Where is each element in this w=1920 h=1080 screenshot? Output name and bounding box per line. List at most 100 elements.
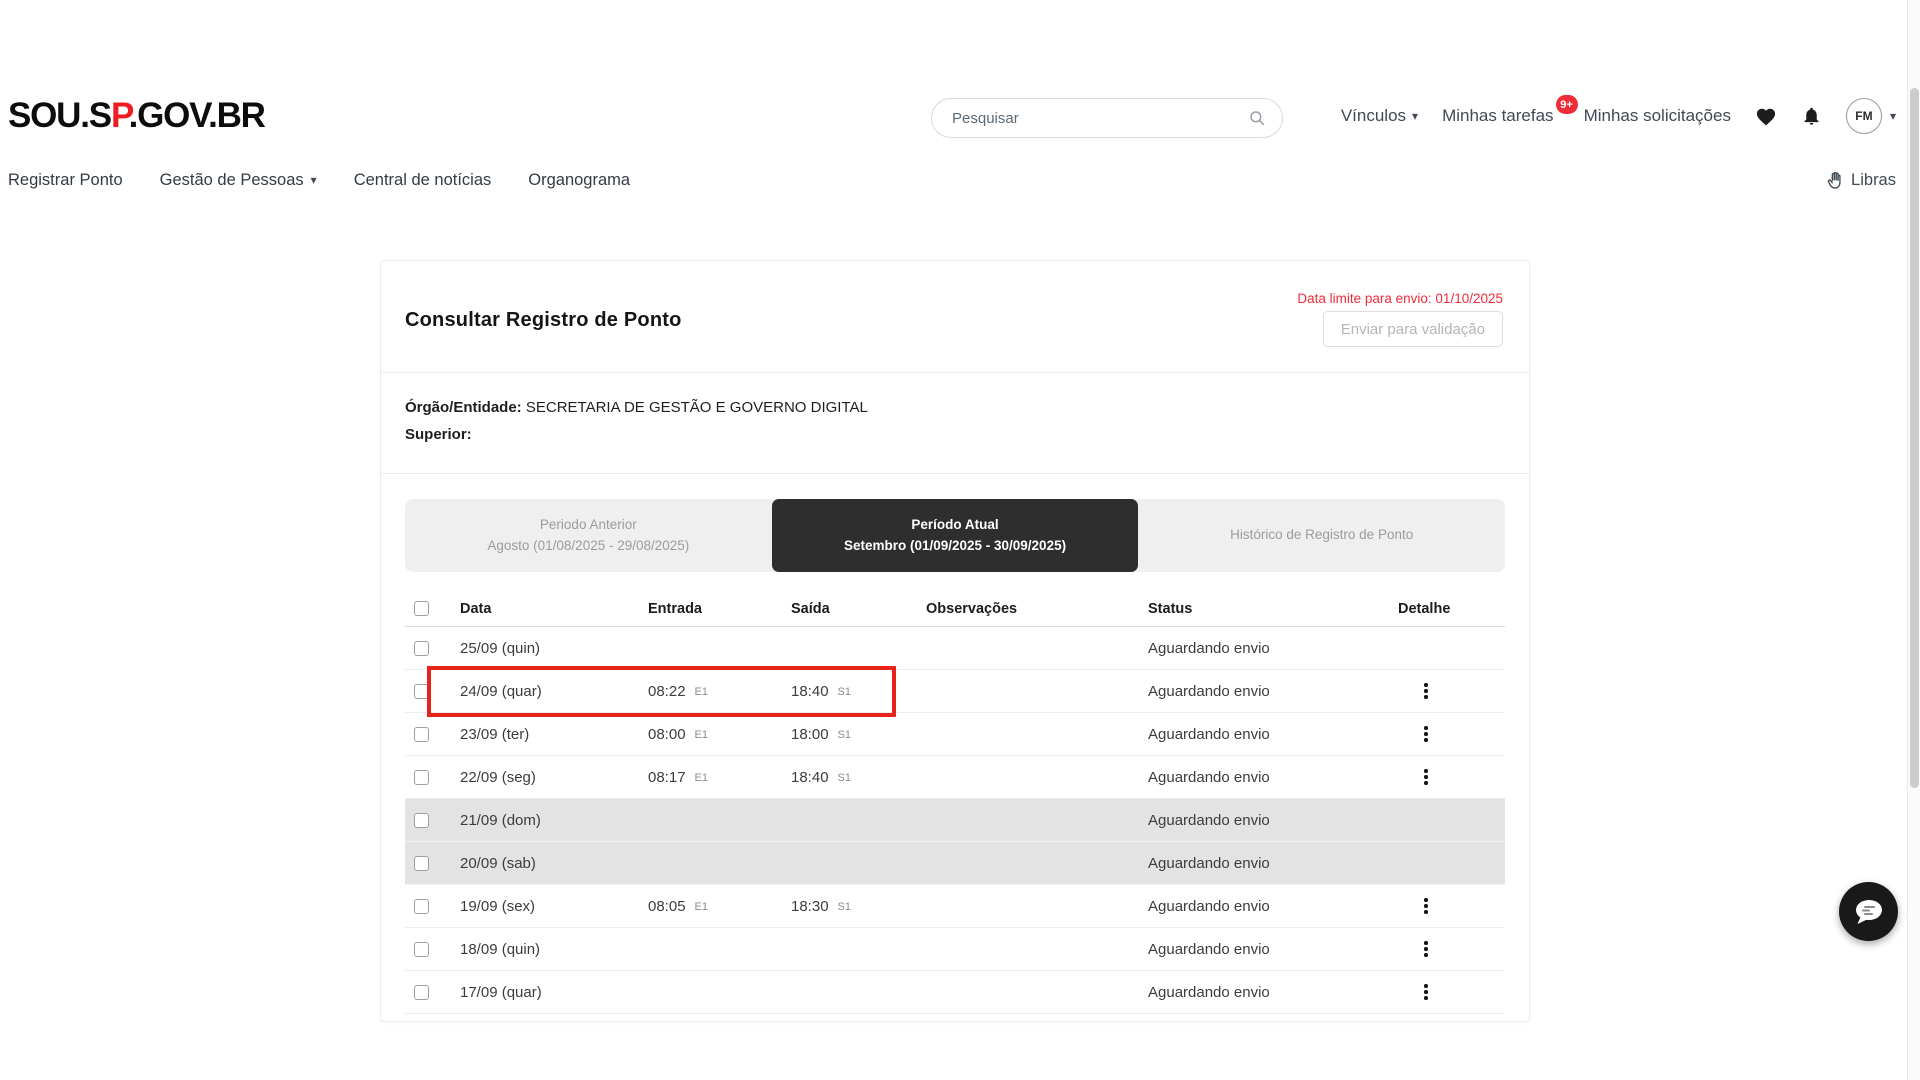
column-header-status: Status: [1148, 600, 1193, 617]
nav-minhas-solicitacoes[interactable]: Minhas solicitações: [1584, 106, 1731, 126]
avatar: FM: [1845, 98, 1882, 134]
nav-vinculos[interactable]: Vínculos ▾: [1341, 106, 1418, 126]
saida-tag: S1: [837, 772, 852, 784]
hand-icon: [1827, 171, 1841, 189]
brand-logo[interactable]: SOU.SP.GOV.BR: [8, 96, 266, 136]
nav-minhas-solicitacoes-label: Minhas solicitações: [1583, 106, 1731, 125]
table-row: 23/09 (ter) 08:00 E1 18:00 S1 Aguardando e…: [405, 713, 1505, 756]
observacoes-cell: [917, 971, 1139, 1013]
entrada-cell: [639, 799, 782, 841]
tab-periodo-atual[interactable]: Período Atual Setembro (01/09/2025 - 30/…: [771, 499, 1139, 572]
row-checkbox[interactable]: [414, 769, 429, 785]
row-checkbox[interactable]: [414, 726, 429, 742]
table-row: 21/09 (dom) Aguardando envio: [405, 799, 1505, 842]
status-cell: Aguardando envio: [1148, 639, 1270, 657]
chat-bubble-icon: [1855, 899, 1882, 924]
org-label: Órgão/Entidade:: [405, 399, 522, 416]
row-detail-menu[interactable]: [1420, 894, 1432, 918]
nav-minhas-tarefas[interactable]: Minhas tarefas 9+: [1442, 95, 1578, 126]
entrada-tag: E1: [694, 901, 709, 913]
chat-fab-button[interactable]: [1839, 882, 1898, 941]
date-cell: 20/09 (sab): [460, 854, 536, 872]
date-cell: 23/09 (ter): [460, 725, 530, 743]
chevron-down-icon: ▾: [1412, 109, 1419, 123]
date-cell: 22/09 (seg): [460, 768, 536, 786]
observacoes-cell: [917, 799, 1139, 841]
nav-minhas-tarefas-label: Minhas tarefas: [1442, 106, 1554, 125]
scrollbar-track: [1907, 0, 1920, 1080]
table-row: 18/09 (quin) Aguardando envio: [405, 928, 1505, 971]
entrada-cell: [639, 971, 782, 1013]
bell-icon: [1804, 107, 1819, 125]
saida-cell: [782, 627, 917, 669]
logo-text-sou: SOU.: [8, 96, 90, 135]
row-detail-menu[interactable]: [1420, 765, 1432, 789]
menu-item-organograma[interactable]: Organograma: [528, 170, 631, 189]
entrada-cell: 08:17 E1: [648, 768, 709, 786]
user-menu[interactable]: FM ▾: [1845, 98, 1896, 134]
table-row: 20/09 (sab) Aguardando envio: [405, 842, 1505, 885]
logo-text-govbr: .GOV.BR: [128, 96, 266, 135]
entrada-cell: [639, 928, 782, 970]
table-row: 22/09 (seg) 08:17 E1 18:40 S1 Aguardando e…: [405, 756, 1505, 799]
row-checkbox[interactable]: [414, 898, 429, 914]
tab-historico-registro-ponto[interactable]: Histórico de Registro de Ponto: [1230, 527, 1414, 543]
observacoes-cell: [917, 928, 1139, 970]
favorites-heart-button[interactable]: [1755, 106, 1777, 126]
notifications-bell-button[interactable]: [1801, 105, 1822, 127]
select-all-checkbox[interactable]: [414, 601, 429, 616]
row-detail-menu[interactable]: [1420, 722, 1432, 746]
observacoes-cell: [917, 885, 1139, 927]
deadline-text: Data limite para envio: 01/10/2025: [1297, 291, 1503, 306]
saida-cell: [782, 842, 917, 884]
nav-vinculos-label: Vínculos: [1340, 106, 1407, 125]
org-info-section: Órgão/Entidade: SECRETARIA DE GESTÃO E G…: [381, 373, 1529, 474]
scrollbar-thumb[interactable]: [1910, 88, 1919, 788]
menu-item-central-de-noticias[interactable]: Central de notícias: [353, 170, 492, 189]
search-icon[interactable]: [1248, 109, 1266, 127]
row-checkbox[interactable]: [414, 812, 429, 828]
libras-button[interactable]: Libras: [1826, 163, 1896, 197]
org-line: Órgão/Entidade: SECRETARIA DE GESTÃO E G…: [405, 394, 1505, 421]
observacoes-cell: [917, 627, 1139, 669]
date-cell: 25/09 (quin): [460, 639, 541, 657]
row-checkbox[interactable]: [414, 683, 429, 699]
entrada-tag: E1: [694, 686, 709, 698]
chevron-down-icon: ▾: [1889, 109, 1896, 123]
search-input[interactable]: [952, 109, 1248, 127]
observacoes-cell: [917, 713, 1139, 755]
superior-line: Superior:: [405, 421, 1505, 448]
menu-item-registrar-ponto[interactable]: Registrar Ponto: [8, 170, 123, 189]
date-cell: 21/09 (dom): [460, 811, 541, 829]
entrada-tag: E1: [694, 772, 709, 784]
enviar-validacao-button[interactable]: Enviar para validação: [1322, 311, 1503, 347]
saida-cell: [782, 928, 917, 970]
date-cell: 19/09 (sex): [460, 897, 536, 915]
menu-item-gestao-de-pessoas[interactable]: Gestão de Pessoas ▾: [159, 170, 317, 189]
row-detail-menu[interactable]: [1420, 937, 1432, 961]
saida-cell: [782, 971, 917, 1013]
entrada-tag: E1: [694, 729, 709, 741]
column-header-observacoes: Observações: [926, 600, 1018, 617]
status-cell: Aguardando envio: [1148, 811, 1270, 829]
main-menu: Registrar Ponto Gestão de Pessoas ▾ Cent…: [8, 163, 630, 197]
row-checkbox[interactable]: [414, 941, 429, 957]
logo-text-s: S: [88, 96, 112, 135]
status-cell: Aguardando envio: [1148, 940, 1270, 958]
entrada-cell: 08:22 E1: [648, 682, 709, 700]
saida-cell: 18:00 S1: [791, 725, 852, 743]
saida-tag: S1: [837, 686, 852, 698]
tab-periodo-anterior[interactable]: Periodo Anterior Agosto (01/08/2025 - 29…: [487, 517, 690, 553]
row-checkbox[interactable]: [414, 984, 429, 1000]
entrada-cell: [639, 627, 782, 669]
row-detail-menu[interactable]: [1420, 980, 1432, 1004]
row-checkbox[interactable]: [414, 640, 429, 656]
date-cell: 24/09 (quar): [460, 682, 542, 700]
column-header-detalhe: Detalhe: [1398, 600, 1451, 617]
entrada-cell: [639, 842, 782, 884]
row-checkbox[interactable]: [414, 855, 429, 871]
row-detail-menu[interactable]: [1420, 679, 1432, 703]
observacoes-cell: [917, 670, 1139, 712]
column-header-saida: Saída: [791, 600, 830, 617]
